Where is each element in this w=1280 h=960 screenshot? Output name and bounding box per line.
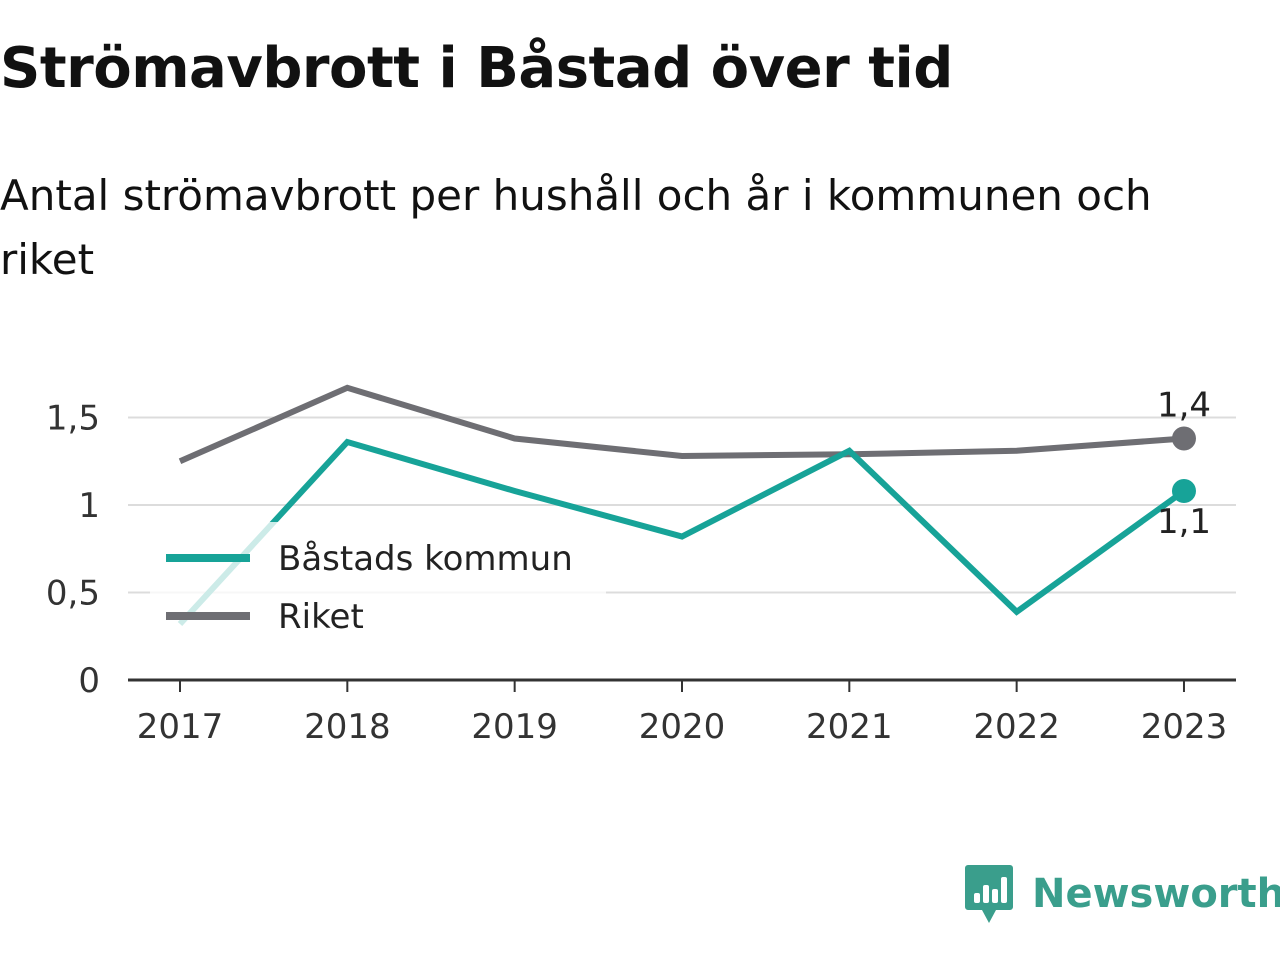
- legend-background: [150, 522, 606, 648]
- series-endpoint: [1171, 479, 1196, 503]
- series-lines: [177, 384, 1196, 627]
- series-line-riket: [178, 384, 1185, 465]
- newsworthy-logo-icon: [965, 865, 1013, 923]
- y-tick-label: 1: [78, 486, 100, 526]
- end-label-bastad: 1,1: [1157, 502, 1211, 542]
- x-tick-label: 2018: [304, 707, 391, 747]
- end-labels: 1,4 1,1: [1157, 386, 1211, 543]
- legend-label: Riket: [278, 597, 364, 637]
- legend-label: Båstads kommun: [278, 539, 573, 579]
- y-tick-label: 0: [78, 661, 100, 701]
- series-endpoint: [1171, 426, 1196, 451]
- y-axis-ticks: 0 0,5 1 1,5: [46, 399, 100, 702]
- x-tick-label: 2022: [973, 707, 1060, 747]
- series-line-bastad: [177, 438, 1186, 627]
- x-tick-label: 2020: [639, 707, 726, 747]
- x-tick-label: 2021: [806, 707, 893, 747]
- y-tick-label: 0,5: [46, 574, 100, 614]
- end-label-riket: 1,4: [1157, 386, 1211, 426]
- brand-logo: Newsworthy: [964, 862, 1280, 926]
- x-axis: 2017 2018 2019 2020 2021 2022 2023: [128, 678, 1236, 747]
- brand-name: Newsworthy: [1032, 871, 1280, 917]
- x-tick-label: 2023: [1141, 707, 1228, 747]
- y-tick-label: 1,5: [46, 399, 100, 439]
- chart-subtitle: Antal strömavbrott per hushåll och år i …: [0, 171, 1152, 284]
- chart-title: Strömavbrott i Båstad över tid: [0, 36, 953, 101]
- legend: Båstads kommun Riket: [150, 522, 606, 648]
- x-tick-label: 2019: [471, 707, 558, 747]
- x-tick-label: 2017: [137, 707, 224, 747]
